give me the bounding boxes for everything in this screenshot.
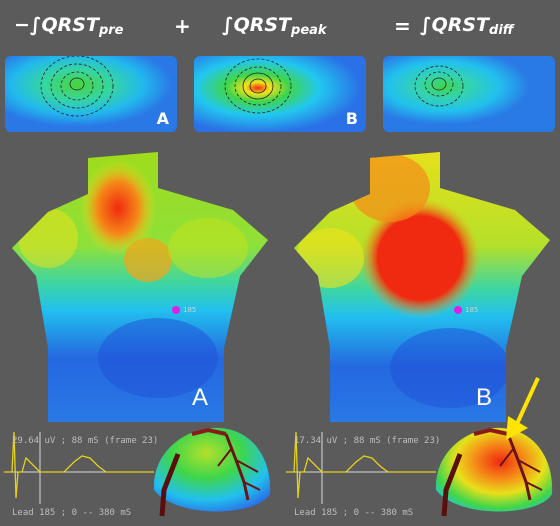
lead-a-readout: 29.64 uV ; 88 mS (frame 23) xyxy=(12,436,159,446)
term-diff: ∫QRSTdiff xyxy=(420,14,514,38)
heart-model-b xyxy=(435,427,553,517)
electrode-label-b: 185 xyxy=(465,306,479,314)
map-diff xyxy=(383,56,555,132)
term-diff-main: ∫QRST xyxy=(420,14,490,36)
torso-a-label: A xyxy=(192,384,209,411)
arrow-icon xyxy=(506,377,540,440)
term-peak: ∫QRSTpeak xyxy=(222,14,327,38)
electrode-label-a: 185 xyxy=(183,306,197,314)
term-pre-sub: pre xyxy=(98,23,124,38)
torso-map-a: 185 xyxy=(8,148,278,428)
lead-a-range: Lead 185 ; 0 -- 380 mS xyxy=(12,508,132,518)
map-peak-label: B xyxy=(345,109,358,128)
heart-model-a xyxy=(153,427,271,517)
electrode-marker-a xyxy=(172,306,180,314)
map-peak: B xyxy=(194,56,366,132)
term-pre-main: −∫QRST xyxy=(14,14,99,36)
electrode-marker-b xyxy=(454,306,462,314)
map-pre: A xyxy=(5,56,177,132)
equals-sign: = xyxy=(394,14,411,38)
lead-b-readout: 17.34 uV ; 88 mS (frame 23) xyxy=(294,436,441,446)
term-diff-sub: diff xyxy=(489,23,514,38)
ecg-trace-b xyxy=(286,431,436,504)
term-peak-main: ∫QRST xyxy=(222,14,292,36)
torso-map-b: 185 xyxy=(290,148,560,428)
term-pre: −∫QRSTpre xyxy=(14,14,123,38)
map-pre-label: A xyxy=(156,109,169,128)
ecg-trace-a xyxy=(4,431,154,504)
term-peak-sub: peak xyxy=(291,23,327,38)
lead-b-range: Lead 185 ; 0 -- 380 mS xyxy=(294,508,414,518)
plus-sign: + xyxy=(174,14,191,38)
torso-b-label: B xyxy=(476,384,493,411)
